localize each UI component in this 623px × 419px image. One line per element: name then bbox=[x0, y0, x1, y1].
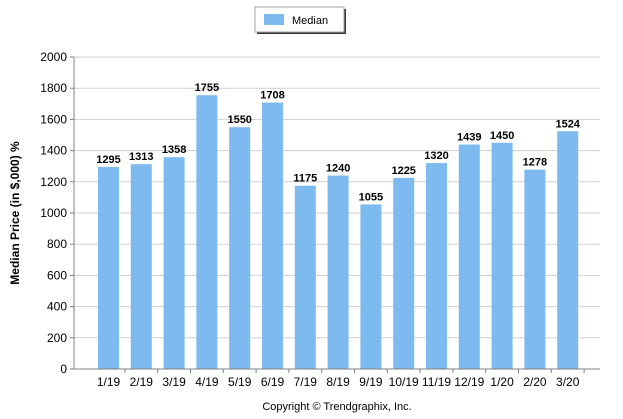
data-label: 1358 bbox=[162, 144, 186, 156]
x-tick-label: 7/19 bbox=[294, 375, 318, 389]
x-axis-ticks: 1/19 2/19 3/19 4/19 5/19 6/19 7/19 8/19 9/19 10/1… bbox=[97, 369, 585, 389]
y-tick-label: 1000 bbox=[40, 206, 67, 220]
copyright-text: Copyright © Trendgraphix, Inc. bbox=[262, 401, 411, 413]
bar-2-20 bbox=[524, 169, 546, 369]
x-tick-label: 10/19 bbox=[389, 375, 419, 389]
bar-6-19 bbox=[262, 102, 283, 369]
legend-swatch bbox=[264, 14, 284, 25]
data-label: 1225 bbox=[391, 165, 415, 177]
bars bbox=[98, 95, 579, 369]
y-tick-label: 800 bbox=[47, 237, 67, 251]
x-tick-label: 2/19 bbox=[130, 375, 154, 389]
legend: Median bbox=[254, 6, 346, 34]
data-label: 1524 bbox=[555, 118, 580, 130]
x-tick-label: 5/19 bbox=[228, 375, 252, 389]
x-tick-label: 1/20 bbox=[490, 375, 514, 389]
x-tick-label: 9/19 bbox=[359, 375, 383, 389]
x-tick-label: 8/19 bbox=[326, 375, 350, 389]
x-tick-label: 12/19 bbox=[454, 375, 484, 389]
y-tick-label: 2000 bbox=[40, 50, 67, 64]
y-tick-label: 1400 bbox=[40, 144, 67, 158]
bar-1-19 bbox=[98, 166, 119, 369]
data-label: 1755 bbox=[195, 82, 219, 94]
data-label: 1055 bbox=[359, 191, 383, 203]
y-tick-label: 0 bbox=[60, 362, 67, 376]
x-tick-label: 6/19 bbox=[261, 375, 285, 389]
data-label: 1450 bbox=[490, 130, 514, 142]
data-label: 1320 bbox=[424, 150, 448, 162]
data-label: 1295 bbox=[96, 154, 120, 166]
data-labels: 1295 1313 1358 1755 1550 1708 1175 1240 1055 1225… bbox=[96, 82, 581, 203]
y-tick-label: 1200 bbox=[40, 175, 67, 189]
x-tick-label: 2/20 bbox=[523, 375, 547, 389]
y-axis-ticks: 0 200 400 600 800 1000 1200 1400 1600 1800 2000 bbox=[40, 50, 74, 376]
y-tick-label: 1600 bbox=[40, 112, 67, 126]
bar-2-19 bbox=[130, 164, 152, 369]
y-tick-label: 1800 bbox=[40, 81, 67, 95]
legend-label: Median bbox=[292, 15, 328, 27]
bar-5-19 bbox=[229, 127, 251, 369]
data-label: 1175 bbox=[293, 173, 317, 185]
bar-3-20 bbox=[557, 131, 579, 369]
x-tick-label: 11/19 bbox=[422, 375, 451, 389]
data-label: 1278 bbox=[523, 157, 547, 169]
y-tick-label: 400 bbox=[47, 300, 67, 314]
bar-9-19 bbox=[360, 204, 382, 369]
y-tick-label: 600 bbox=[47, 268, 67, 282]
bar-8-19 bbox=[327, 175, 349, 369]
data-label: 1550 bbox=[227, 114, 251, 126]
data-label: 1708 bbox=[260, 90, 284, 102]
bar-1-20 bbox=[491, 142, 513, 369]
bar-10-19 bbox=[393, 177, 415, 369]
bar-3-19 bbox=[163, 157, 185, 369]
bar-7-19 bbox=[294, 185, 316, 369]
bar-12-19 bbox=[458, 144, 480, 369]
x-tick-label: 1/19 bbox=[97, 375, 121, 389]
data-label: 1240 bbox=[326, 163, 350, 175]
bar-11-19 bbox=[426, 163, 447, 369]
y-tick-label: 200 bbox=[47, 331, 67, 345]
x-tick-label: 3/19 bbox=[162, 375, 186, 389]
x-tick-label: 4/19 bbox=[195, 375, 219, 389]
data-label: 1313 bbox=[129, 151, 153, 163]
y-axis-title: Median Price (in $,000) % bbox=[8, 141, 22, 285]
legend-box bbox=[254, 6, 345, 33]
data-label: 1439 bbox=[457, 132, 481, 144]
x-tick-label: 3/20 bbox=[556, 375, 580, 389]
bar-4-19 bbox=[196, 95, 218, 369]
